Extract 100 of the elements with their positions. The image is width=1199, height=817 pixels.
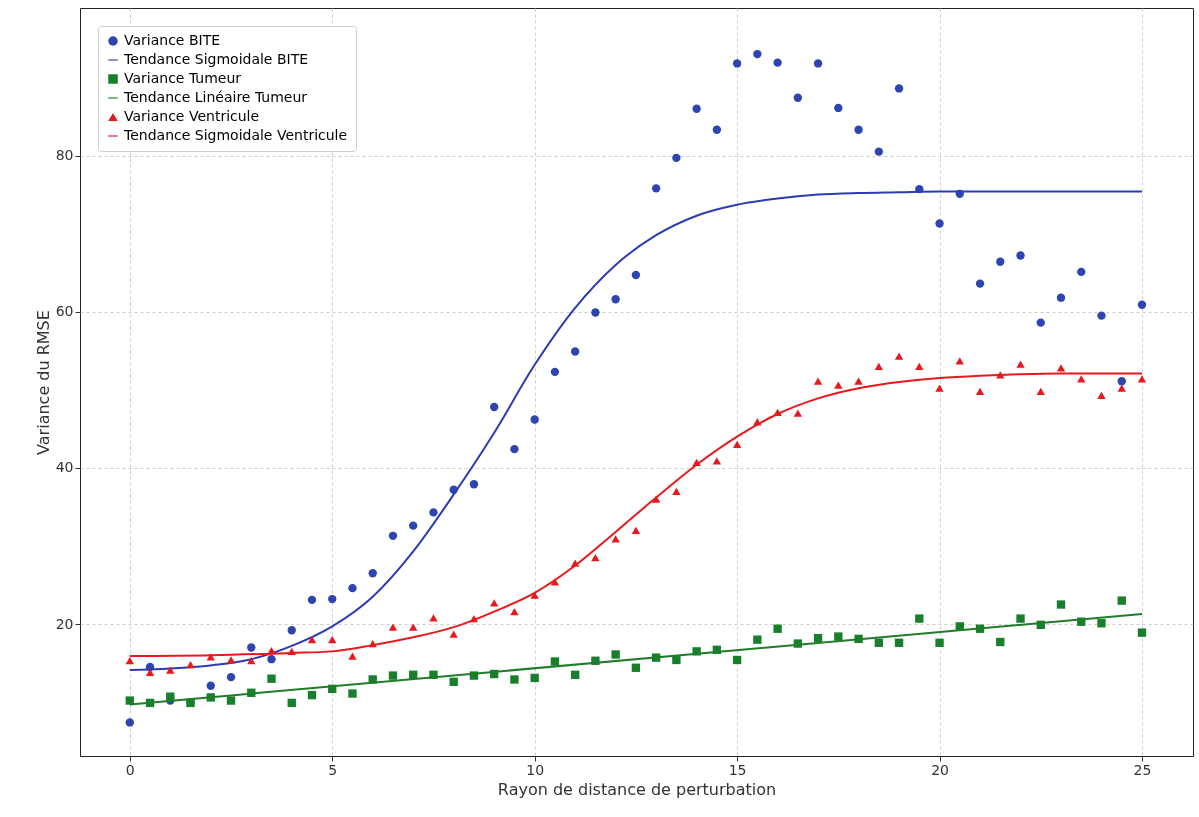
point: [1036, 387, 1045, 395]
point: [732, 440, 742, 449]
point: [166, 692, 175, 701]
point: [449, 630, 458, 638]
x-tick-label: 10: [526, 761, 545, 778]
point: [1036, 318, 1045, 327]
point: [1137, 300, 1147, 309]
point: [672, 153, 681, 163]
point: [226, 656, 236, 664]
point: [1016, 360, 1025, 368]
point: [1117, 384, 1126, 392]
point: [570, 347, 580, 356]
x-tick-label: 15: [728, 761, 747, 778]
legend-label: Tendance Sigmoidale Ventricule: [123, 127, 348, 143]
point: [550, 367, 560, 377]
point: [388, 623, 398, 631]
point: [348, 689, 357, 698]
point: [672, 487, 681, 495]
point: [125, 657, 134, 665]
point: [611, 535, 620, 543]
point: [247, 643, 256, 652]
point: [490, 402, 499, 412]
point: [409, 623, 418, 631]
y-axis-title: Variance du RMSE: [33, 310, 53, 455]
point: [449, 677, 458, 687]
legend-label: Tendance Sigmoidale BITE: [123, 51, 309, 67]
point: [692, 647, 701, 656]
point: [388, 531, 398, 540]
point: [854, 377, 863, 385]
y-tick-label: 60: [55, 303, 74, 320]
point: [955, 357, 964, 365]
point: [773, 624, 782, 633]
point: [975, 279, 985, 288]
point: [1097, 619, 1106, 628]
point: [287, 698, 296, 708]
point: [935, 384, 944, 392]
point: [611, 650, 620, 659]
point: [1056, 293, 1066, 302]
point: [651, 184, 661, 193]
point: [510, 675, 519, 684]
point: [813, 377, 823, 385]
point: [834, 632, 843, 641]
point: [1056, 364, 1066, 372]
point: [267, 674, 276, 683]
point: [894, 638, 904, 647]
point: [793, 409, 803, 417]
point: [550, 578, 560, 586]
point: [570, 670, 580, 679]
point: [631, 270, 641, 280]
point: [530, 415, 539, 424]
point: [368, 569, 377, 578]
point: [996, 637, 1005, 647]
point: [510, 607, 519, 616]
point: [672, 655, 681, 665]
point: [915, 362, 924, 371]
x-tick-label: 25: [1133, 761, 1152, 778]
point: [1097, 391, 1106, 399]
point: [388, 671, 398, 680]
x-tick-label: 5: [328, 761, 338, 778]
point: [773, 58, 782, 67]
point: [611, 295, 620, 304]
point: [328, 594, 337, 604]
point: [753, 635, 762, 644]
point: [1117, 596, 1126, 605]
point: [793, 93, 803, 102]
point: [1117, 377, 1126, 386]
point: [834, 103, 843, 113]
point: [631, 663, 641, 672]
point: [894, 352, 904, 360]
point: [1097, 311, 1106, 320]
point: [530, 591, 539, 599]
point: [935, 638, 944, 647]
point: [490, 599, 499, 607]
point: [550, 657, 560, 666]
point: [1016, 614, 1025, 623]
point: [348, 652, 357, 660]
point: [247, 657, 256, 665]
point: [125, 696, 134, 705]
point: [166, 666, 175, 674]
point: [348, 583, 357, 593]
point: [307, 690, 317, 700]
x-tick-label: 20: [931, 761, 949, 778]
point: [530, 673, 539, 683]
point: [935, 219, 944, 228]
legend-label: Variance Tumeur: [124, 70, 242, 86]
point: [429, 614, 438, 622]
point: [1056, 600, 1066, 609]
point: [894, 84, 904, 93]
point: [591, 308, 600, 317]
point: [226, 696, 236, 705]
point: [834, 381, 843, 389]
point: [996, 257, 1005, 266]
point: [1077, 267, 1086, 277]
point: [813, 59, 823, 68]
point: [1137, 628, 1147, 637]
point: [631, 526, 641, 534]
point: [732, 655, 742, 665]
point: [874, 362, 883, 371]
y-tick-label: 40: [55, 459, 74, 476]
point: [429, 508, 438, 517]
